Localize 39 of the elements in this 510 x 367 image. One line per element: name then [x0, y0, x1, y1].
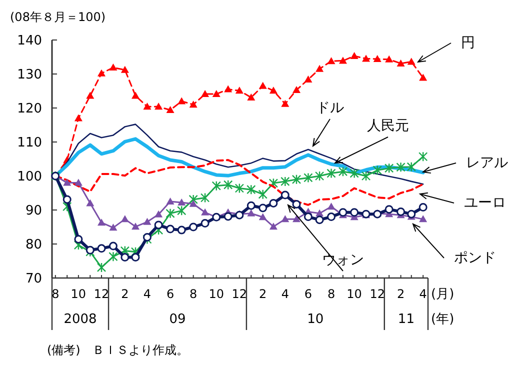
y-tick-label: 110 — [17, 136, 42, 151]
text: 円 — [461, 35, 475, 51]
x-tick-label: 12 — [232, 287, 248, 301]
text: ドル — [316, 100, 344, 116]
text: 11 — [398, 312, 414, 327]
text: ポンド — [454, 250, 496, 266]
x-tick-label: 6 — [166, 287, 174, 301]
text: (備考) ＢＩＳより作成。 — [47, 343, 188, 357]
y-tick-label: 130 — [17, 68, 42, 83]
x-tick-label: 12 — [94, 287, 110, 301]
text: (年) — [431, 312, 454, 327]
x-tick-label: 2 — [259, 287, 267, 301]
y-tick-label: 100 — [17, 170, 42, 185]
x-tick-label: 4 — [143, 287, 152, 301]
text: レアル — [466, 155, 508, 171]
x-tick-label: 10 — [346, 287, 362, 301]
x-tick-label: 8 — [327, 287, 336, 301]
y-tick-label: 80 — [25, 238, 42, 253]
text: 10 — [307, 312, 324, 327]
text: 09 — [169, 312, 186, 327]
x-tick-label: 10 — [208, 287, 224, 301]
y-tick-label: 70 — [25, 272, 42, 287]
x-tick-label: 2 — [396, 287, 405, 301]
y-tick-label: 120 — [17, 102, 42, 117]
x-tick-label: 2 — [121, 287, 129, 301]
y-tick-label: 140 — [17, 34, 42, 49]
y-axis-title: (08年８月＝100) — [10, 10, 106, 24]
y-tick-label: 90 — [25, 204, 42, 219]
x-tick-label: 6 — [304, 287, 312, 301]
text: 人民元 — [367, 118, 409, 134]
x-tick-label: 4 — [419, 287, 427, 301]
x-tick-label: 4 — [281, 287, 289, 301]
x-tick-label: 10 — [70, 287, 86, 301]
x-tick-label: 8 — [52, 287, 60, 301]
text: 2008 — [64, 312, 97, 327]
text: ユーロ — [464, 195, 506, 211]
x-tick-label: 8 — [190, 287, 198, 301]
x-tick-label: 12 — [370, 287, 386, 301]
x-axis-title: (月) — [431, 287, 454, 302]
